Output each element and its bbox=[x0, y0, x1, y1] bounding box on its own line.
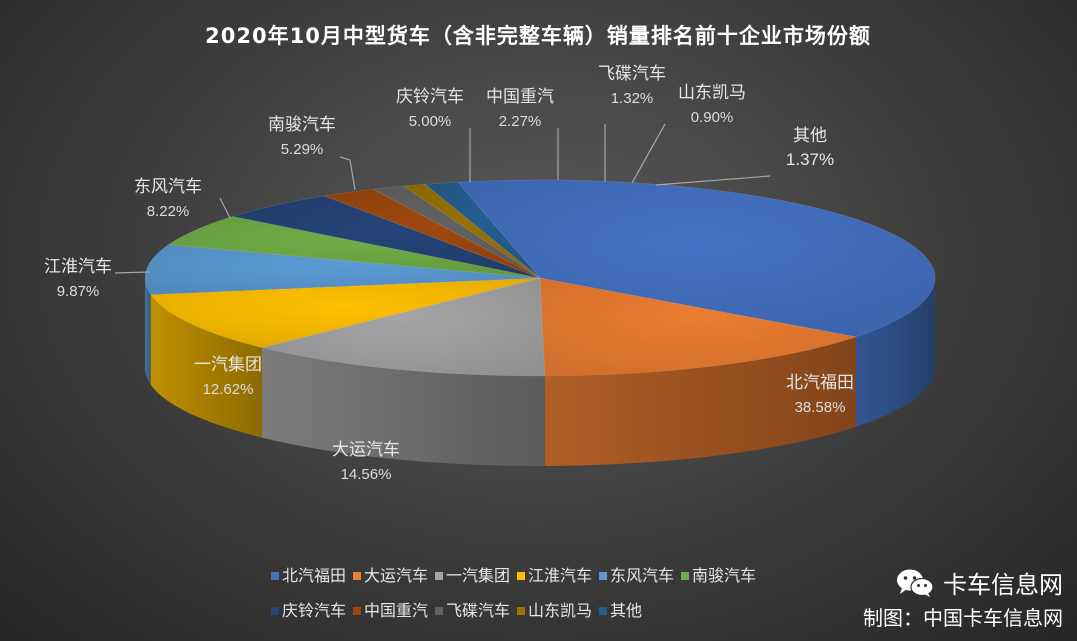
legend-swatch-其他 bbox=[599, 607, 607, 615]
legend-label-大运汽车: 大运汽车 bbox=[364, 566, 428, 585]
label-value-飞碟汽车: 1.32% bbox=[611, 90, 654, 107]
maker-credit: 制图：中国卡车信息网 bbox=[863, 606, 1063, 630]
label-name-东风汽车: 东风汽车 bbox=[134, 177, 202, 197]
legend-label-山东凯马: 山东凯马 bbox=[528, 601, 592, 620]
label-value-一汽集团: 12.62% bbox=[203, 381, 254, 398]
legend-label-一汽集团: 一汽集团 bbox=[446, 566, 510, 585]
leader-line-东风汽车 bbox=[219, 197, 231, 219]
label-value-中国重汽: 2.27% bbox=[499, 113, 542, 130]
legend-label-中国重汽: 中国重汽 bbox=[364, 601, 428, 620]
label-value-庆铃汽车: 5.00% bbox=[409, 113, 452, 130]
legend-swatch-中国重汽 bbox=[353, 607, 361, 615]
label-name-一汽集团: 一汽集团 bbox=[194, 355, 262, 375]
pie-slices bbox=[144, 179, 936, 377]
chart-title: 2020年10月中型货车（含非完整车辆）销量排名前十企业市场份额 bbox=[205, 24, 871, 48]
pie-side-北汽福田 bbox=[855, 278, 935, 427]
label-value-北汽福田: 38.58% bbox=[795, 399, 846, 416]
pie-side-一汽集团 bbox=[261, 347, 545, 466]
pie-slice-山东凯马 bbox=[402, 183, 541, 279]
label-value-南骏汽车: 5.29% bbox=[281, 141, 324, 158]
label-name-大运汽车: 大运汽车 bbox=[332, 440, 400, 460]
pie-side-东风汽车 bbox=[145, 278, 151, 385]
data-labels: 北汽福田 38.58% 大运汽车 14.56% 一汽集团 12.62% 江淮汽车 9.87% 东… bbox=[44, 64, 854, 483]
leader-line-江淮汽车 bbox=[114, 271, 151, 274]
label-name-南骏汽车: 南骏汽车 bbox=[268, 115, 336, 135]
pie-side-大运汽车 bbox=[544, 336, 856, 466]
label-name-其他: 其他 bbox=[793, 126, 827, 146]
legend-swatch-东风汽车 bbox=[599, 572, 607, 580]
label-value-江淮汽车: 9.87% bbox=[57, 283, 100, 300]
legend-label-其他: 其他 bbox=[610, 601, 642, 620]
brand-line: 卡车信息网 bbox=[863, 565, 1063, 600]
pie-sides bbox=[145, 278, 935, 466]
label-name-飞碟汽车: 飞碟汽车 bbox=[598, 64, 666, 84]
label-value-东风汽车: 8.22% bbox=[147, 203, 190, 220]
pie-slice-北汽福田 bbox=[457, 179, 936, 338]
leader-line-南骏汽车 bbox=[339, 156, 356, 191]
pie-slice-中国重汽 bbox=[323, 188, 541, 279]
pie-slice-飞碟汽车 bbox=[372, 185, 541, 279]
label-name-中国重汽: 中国重汽 bbox=[486, 87, 554, 107]
legend-label-东风汽车: 东风汽车 bbox=[610, 566, 674, 585]
leader-lines bbox=[114, 123, 771, 274]
label-name-庆铃汽车: 庆铃汽车 bbox=[396, 87, 464, 107]
legend-swatch-山东凯马 bbox=[517, 607, 525, 615]
legend-label-北汽福田: 北汽福田 bbox=[282, 566, 346, 585]
pie-slice-江淮汽车 bbox=[150, 277, 541, 348]
pie-slice-其他 bbox=[424, 181, 541, 279]
legend-swatch-庆铃汽车 bbox=[271, 607, 279, 615]
legend-swatch-北汽福田 bbox=[271, 572, 279, 580]
legend-label-南骏汽车: 南骏汽车 bbox=[692, 566, 756, 585]
pie-slice-东风汽车 bbox=[144, 244, 541, 295]
legend-swatch-南骏汽车 bbox=[681, 572, 689, 580]
brand-name: 卡车信息网 bbox=[943, 571, 1063, 599]
pie-slice-南骏汽车 bbox=[167, 216, 541, 279]
label-value-山东凯马: 0.90% bbox=[691, 109, 734, 126]
label-name-江淮汽车: 江淮汽车 bbox=[44, 257, 112, 277]
label-name-北汽福田: 北汽福田 bbox=[786, 373, 854, 393]
pie-side-江淮汽车 bbox=[150, 294, 262, 438]
leader-line-山东凯马 bbox=[631, 123, 666, 184]
legend-label-庆铃汽车: 庆铃汽车 bbox=[282, 601, 346, 620]
pie-slice-一汽集团 bbox=[261, 277, 546, 377]
legend-swatch-一汽集团 bbox=[435, 572, 443, 580]
wechat-icon bbox=[897, 569, 934, 597]
legend-swatch-大运汽车 bbox=[353, 572, 361, 580]
label-name-山东凯马: 山东凯马 bbox=[678, 83, 746, 103]
pie-slice-大运汽车 bbox=[539, 277, 857, 377]
legend-swatch-江淮汽车 bbox=[517, 572, 525, 580]
label-value-其他: 1.37% bbox=[786, 150, 834, 169]
credit-block: 卡车信息网 制图：中国卡车信息网 bbox=[863, 565, 1063, 631]
legend-swatch-飞碟汽车 bbox=[435, 607, 443, 615]
label-value-大运汽车: 14.56% bbox=[341, 466, 392, 483]
legend-label-飞碟汽车: 飞碟汽车 bbox=[446, 601, 510, 620]
pie-slice-庆铃汽车 bbox=[232, 195, 541, 279]
legend-label-江淮汽车: 江淮汽车 bbox=[528, 566, 592, 585]
leader-line-其他 bbox=[655, 175, 771, 186]
